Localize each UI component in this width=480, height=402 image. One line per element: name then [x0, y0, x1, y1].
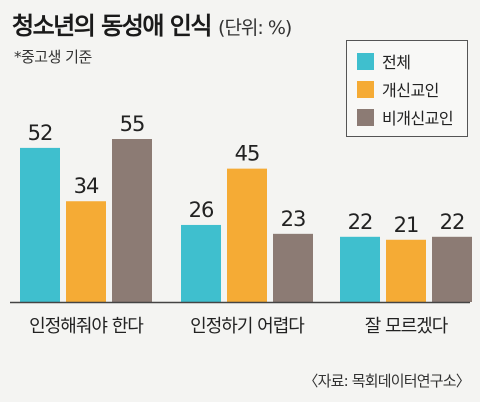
category-label-2: 인정하기 어렵다 — [190, 316, 305, 337]
legend-item-protestant: 개신교인 — [357, 78, 439, 100]
chart-title-row: 청소년의 동성애 인식 (단위: %) — [12, 6, 292, 41]
chart-unit: (단위: %) — [218, 17, 292, 39]
bar-1-2 — [66, 201, 106, 302]
bar-3-3 — [432, 236, 472, 302]
legend-swatch-non-protestant — [357, 108, 374, 126]
data-label-1-2: 34 — [74, 174, 99, 198]
bar-1-3 — [112, 139, 152, 302]
chart-title: 청소년의 동성애 인식 — [12, 12, 212, 40]
data-label-2-2: 45 — [235, 142, 260, 166]
bar-3-1 — [340, 236, 380, 302]
bar-3-2 — [386, 239, 426, 302]
legend-label-non-protestant: 비개신교인 — [382, 109, 454, 128]
legend-swatch-protestant — [357, 80, 374, 98]
data-label-1-1: 52 — [28, 121, 53, 145]
bar-2-2 — [227, 168, 267, 302]
legend-item-total: 전체 — [357, 50, 411, 72]
category-label-3: 잘 모르겠다 — [365, 316, 449, 337]
legend-swatch-total — [357, 52, 374, 70]
data-label-3-3: 22 — [440, 210, 465, 234]
category-label-1: 인정해줘야 한다 — [29, 316, 144, 337]
bar-1-1 — [20, 147, 60, 302]
data-label-3-2: 21 — [394, 213, 419, 237]
legend-label-protestant: 개신교인 — [382, 81, 439, 100]
legend: 전체 개신교인 비개신교인 — [346, 40, 468, 137]
data-label-2-1: 26 — [189, 198, 214, 222]
legend-label-total: 전체 — [382, 53, 411, 72]
data-label-1-3: 55 — [120, 112, 145, 136]
source-note: 〈자료: 목회데이터연구소〉 — [303, 372, 470, 390]
bar-2-3 — [273, 233, 313, 302]
data-label-2-3: 23 — [281, 207, 306, 231]
bar-2-1 — [181, 224, 221, 302]
data-label-3-1: 22 — [348, 210, 373, 234]
legend-item-non-protestant: 비개신교인 — [357, 106, 454, 128]
chart-subtitle: *중고생 기준 — [14, 48, 92, 66]
